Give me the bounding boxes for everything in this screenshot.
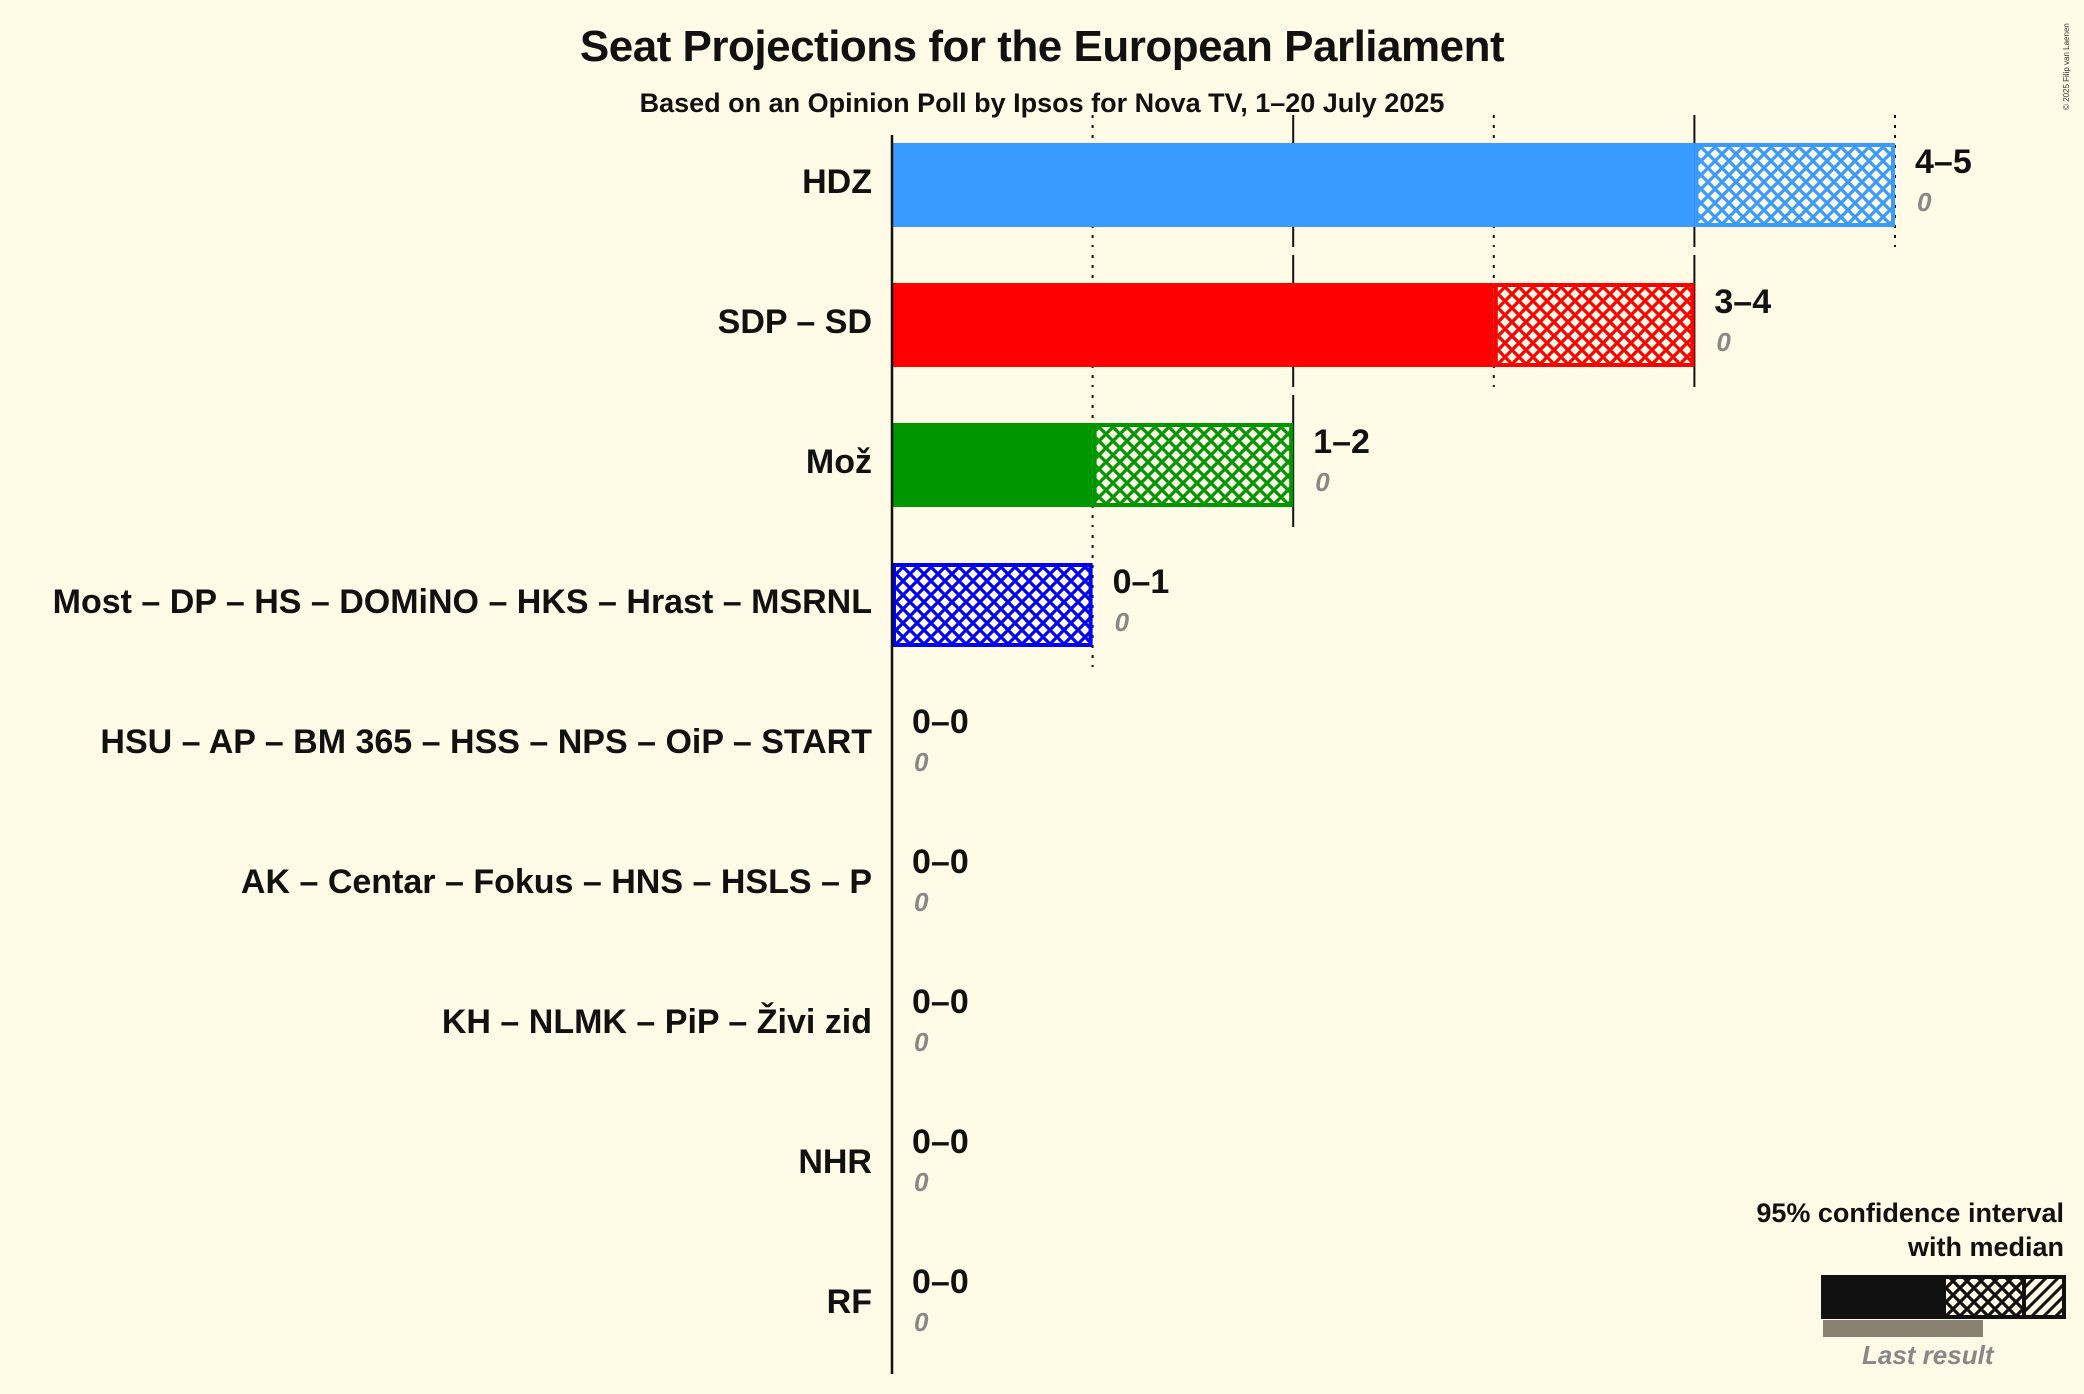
range-label: 0–0 bbox=[912, 843, 969, 881]
last-result-label: 0 bbox=[914, 1027, 929, 1057]
ci-bar-hatched bbox=[1493, 283, 1695, 367]
legend-title: 95% confidence interval with median bbox=[1756, 1196, 2064, 1264]
range-label: 3–4 bbox=[1714, 283, 1772, 321]
chart-subtitle: Based on an Opinion Poll by Ipsos for No… bbox=[639, 88, 1445, 118]
party-label: HSU – AP – BM 365 – HSS – NPS – OiP – ST… bbox=[100, 723, 872, 761]
range-label: 0–0 bbox=[912, 1263, 969, 1301]
last-result-label: 0 bbox=[914, 747, 929, 777]
last-result-label: 0 bbox=[914, 1167, 929, 1197]
party-label: RF bbox=[826, 1283, 872, 1321]
last-result-label: 0 bbox=[914, 1307, 929, 1337]
ci-bar-solid bbox=[892, 423, 1093, 507]
legend-last-result-label: Last result bbox=[1862, 1340, 1994, 1370]
ci-bar-hatched bbox=[1092, 423, 1294, 507]
last-result-label: 0 bbox=[1917, 187, 1932, 217]
legend-line-1: 95% confidence interval bbox=[1756, 1198, 2064, 1228]
legend-graphic bbox=[1821, 1275, 2066, 1337]
range-label: 0–0 bbox=[912, 983, 969, 1021]
last-result-label: 0 bbox=[1315, 467, 1330, 497]
range-label: 0–0 bbox=[912, 1123, 969, 1161]
bars bbox=[892, 143, 1896, 647]
party-label: SDP – SD bbox=[717, 303, 872, 341]
party-label: NHR bbox=[798, 1143, 872, 1181]
last-result-label: 0 bbox=[914, 887, 929, 917]
party-label: AK – Centar – Fokus – HNS – HSLS – P bbox=[240, 863, 872, 901]
range-label: 1–2 bbox=[1313, 423, 1370, 461]
last-result-label: 0 bbox=[1716, 327, 1731, 357]
party-label: KH – NLMK – PiP – Živi zid bbox=[441, 1003, 872, 1041]
range-label: 0–1 bbox=[1112, 563, 1170, 601]
ci-bar-solid bbox=[892, 283, 1494, 367]
chart-title: Seat Projections for the European Parlia… bbox=[579, 22, 1505, 71]
range-label: 4–5 bbox=[1915, 143, 1972, 181]
ci-bar-hatched bbox=[1694, 143, 1896, 227]
legend-line-2: with median bbox=[1907, 1232, 2064, 1262]
party-label: HDZ bbox=[802, 163, 872, 201]
party-label: Mož bbox=[805, 443, 872, 481]
range-label: 0–0 bbox=[912, 703, 969, 741]
ci-bar-solid bbox=[892, 143, 1695, 227]
last-result-label: 0 bbox=[1114, 607, 1130, 637]
ci-bar-hatched bbox=[892, 563, 1093, 647]
party-label: Most – DP – HS – DOMiNO – HKS – Hrast – … bbox=[52, 583, 872, 621]
